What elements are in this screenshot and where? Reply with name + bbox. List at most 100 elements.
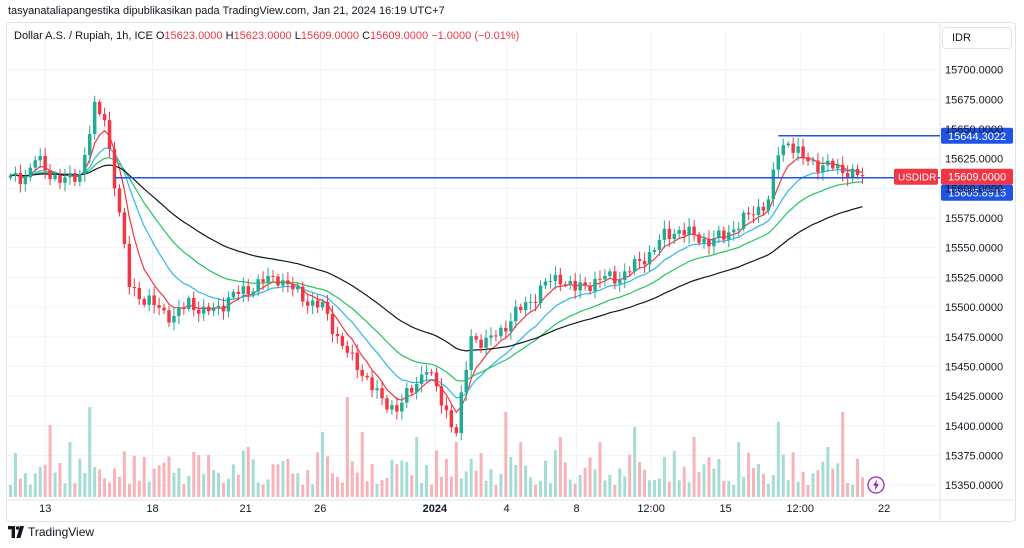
volume-bar <box>717 459 721 497</box>
chart-frame <box>6 22 1016 522</box>
price-tick-label: 15400.0000 <box>945 421 1003 433</box>
volume-bar <box>628 454 632 497</box>
volume-bar <box>152 468 156 497</box>
candle-body <box>182 308 186 310</box>
candle-body <box>112 149 117 189</box>
candle-body <box>276 276 280 286</box>
volume-bar <box>28 484 32 497</box>
volume-bar <box>192 452 196 497</box>
candle-body <box>702 238 706 243</box>
volume-bar <box>831 468 835 497</box>
candle-body <box>127 243 132 287</box>
candle-body <box>578 282 582 291</box>
volume-bar <box>459 478 463 497</box>
candle-body <box>791 143 795 153</box>
candle-body <box>464 369 468 393</box>
candle-body <box>776 155 781 170</box>
volume-bar <box>781 454 785 497</box>
candle-body <box>360 369 364 376</box>
candle-body <box>662 228 667 240</box>
candle-body <box>345 345 350 353</box>
volume-bar <box>365 481 369 497</box>
candle-body <box>301 286 305 302</box>
lightning-icon[interactable] <box>867 476 885 494</box>
volume-bar <box>543 460 547 497</box>
candle-body <box>528 301 533 303</box>
volume-bar <box>603 480 607 497</box>
price-tick-label: 15700.0000 <box>945 65 1003 77</box>
volume-bar <box>137 480 141 497</box>
candle-body <box>756 206 761 215</box>
candle-body <box>152 295 156 306</box>
volume-bar <box>454 442 458 497</box>
volume-bar <box>182 484 186 497</box>
candle-body <box>315 300 320 308</box>
candle-body <box>429 372 434 374</box>
volume-bar <box>786 480 790 497</box>
volume-bar <box>449 476 453 497</box>
candle-body <box>33 160 37 168</box>
symbol-legend: Dollar A.S. / Rupiah, 1h, ICE O15623.000… <box>14 30 519 42</box>
volume-bar <box>638 461 642 497</box>
brand-name: TradingView <box>28 525 95 539</box>
candle-body <box>736 228 741 230</box>
candle-body <box>563 284 568 286</box>
volume-bar <box>187 475 191 497</box>
volume-bar <box>593 469 597 497</box>
volume-bar <box>702 464 706 497</box>
tradingview-brand[interactable]: TradingView <box>8 525 94 539</box>
volume-bar <box>53 472 57 497</box>
candle-body <box>162 307 166 311</box>
volume-bar <box>236 474 240 497</box>
candle-body <box>53 175 57 180</box>
candle-body <box>618 280 622 284</box>
candle-body <box>335 334 340 337</box>
candle-body <box>385 398 389 410</box>
candle-body <box>801 146 805 158</box>
candle-body <box>107 120 112 150</box>
volume-bar <box>355 472 359 497</box>
candle-body <box>221 305 226 312</box>
candle-body <box>117 188 122 213</box>
candle-body <box>677 229 681 234</box>
candle-body <box>18 172 23 185</box>
currency-selector[interactable]: IDR <box>942 27 1012 49</box>
candle-body <box>286 280 290 285</box>
high-label: H <box>225 30 234 42</box>
candle-body <box>712 238 716 247</box>
price-tick-label: 15675.0000 <box>945 94 1003 106</box>
candle-body <box>459 392 464 434</box>
volume-bar <box>509 456 513 497</box>
volume-bar <box>806 484 810 497</box>
candle-body <box>68 173 72 178</box>
volume-bar <box>529 477 533 497</box>
open-value: 15623.0000 <box>164 30 223 42</box>
volume-bar <box>687 482 691 497</box>
candle-body <box>761 206 766 211</box>
candle-body <box>479 339 483 348</box>
candle-body <box>474 336 478 340</box>
price-tick-label: 15600.0000 <box>945 183 1003 195</box>
candle-body <box>623 271 627 281</box>
candle-body <box>845 173 850 179</box>
horizontal-lines: 15644.3022 USDIDR 15609.0000 15605.8915 <box>114 127 1013 201</box>
last-price-label: 15609.0000 <box>948 172 1006 184</box>
price-axis: 15700.0000 15675.0000 15650.0000 15625.0000… <box>945 65 1003 492</box>
price-tick-label: 15650.0000 <box>945 124 1003 136</box>
candle-body <box>196 309 201 314</box>
candle-body <box>771 169 776 200</box>
symbol-name[interactable]: Dollar A.S. / Rupiah, 1h, ICE <box>14 30 153 42</box>
candle-body <box>831 160 835 169</box>
candle-body <box>657 239 662 250</box>
volume-bar <box>88 407 92 497</box>
candle-body <box>405 387 409 403</box>
candle-body <box>83 154 87 175</box>
candle-body <box>419 374 424 384</box>
symbol-tag-label: USDIDR <box>898 173 936 184</box>
volume-bar <box>291 473 295 497</box>
candle-body <box>682 229 686 236</box>
time-tick-label: 13 <box>39 503 51 515</box>
volume-bar <box>83 472 87 497</box>
volume-bar <box>142 457 146 497</box>
